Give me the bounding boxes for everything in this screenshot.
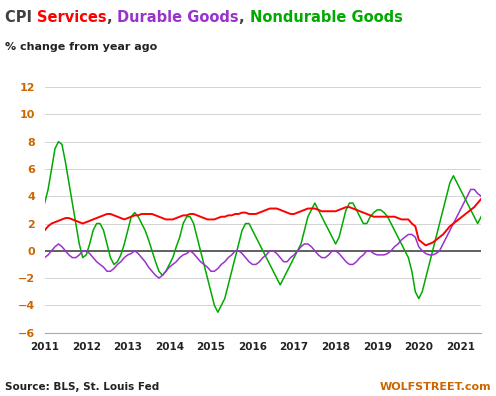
Text: Services: Services <box>37 10 107 25</box>
Text: ,: , <box>239 10 250 25</box>
Text: WOLFSTREET.com: WOLFSTREET.com <box>379 382 491 392</box>
Text: CPI: CPI <box>5 10 37 25</box>
Text: Source: BLS, St. Louis Fed: Source: BLS, St. Louis Fed <box>5 382 159 392</box>
Text: Durable Goods: Durable Goods <box>118 10 239 25</box>
Text: % change from year ago: % change from year ago <box>5 42 157 51</box>
Text: ,: , <box>107 10 118 25</box>
Text: Nondurable Goods: Nondurable Goods <box>250 10 403 25</box>
